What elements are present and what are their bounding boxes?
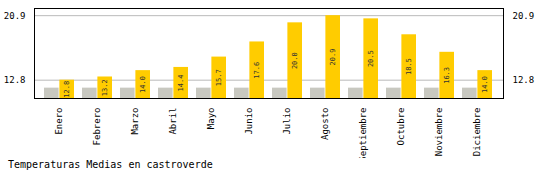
svg-text:17.6: 17.6: [253, 62, 261, 79]
svg-text:Mayo: Mayo: [206, 108, 216, 130]
svg-text:20.9: 20.9: [513, 11, 535, 21]
svg-text:12.8: 12.8: [4, 75, 26, 85]
svg-text:Julio: Julio: [282, 108, 292, 135]
svg-text:20.9: 20.9: [4, 11, 26, 21]
svg-text:12.8: 12.8: [63, 81, 71, 98]
svg-text:Enero: Enero: [54, 108, 64, 135]
svg-text:20.9: 20.9: [329, 49, 337, 66]
svg-text:Octubre: Octubre: [396, 108, 406, 146]
svg-text:18.5: 18.5: [405, 58, 413, 75]
svg-text:12.8: 12.8: [513, 75, 535, 85]
svg-text:Junio: Junio: [244, 108, 254, 135]
svg-text:20.0: 20.0: [291, 52, 299, 69]
svg-text:16.3: 16.3: [443, 67, 451, 84]
svg-text:14.4: 14.4: [177, 75, 185, 92]
svg-text:15.7: 15.7: [215, 69, 223, 86]
svg-text:Diciembre: Diciembre: [472, 108, 482, 157]
svg-text:14.0: 14.0: [139, 76, 147, 93]
svg-text:Noviembre: Noviembre: [434, 108, 444, 157]
svg-text:Septiembre: Septiembre: [358, 108, 368, 159]
svg-text:Marzo: Marzo: [130, 108, 140, 135]
html-text:Temperaturas Medias en castrov: Temperaturas Medias en castroverde: [8, 159, 213, 170]
svg-text:20.5: 20.5: [367, 50, 375, 67]
svg-text:Febrero: Febrero: [92, 108, 102, 146]
svg-text:Abril: Abril: [168, 108, 178, 135]
svg-text:Agosto: Agosto: [320, 108, 330, 141]
svg-text:14.0: 14.0: [481, 76, 489, 93]
svg-text:13.2: 13.2: [101, 79, 109, 96]
